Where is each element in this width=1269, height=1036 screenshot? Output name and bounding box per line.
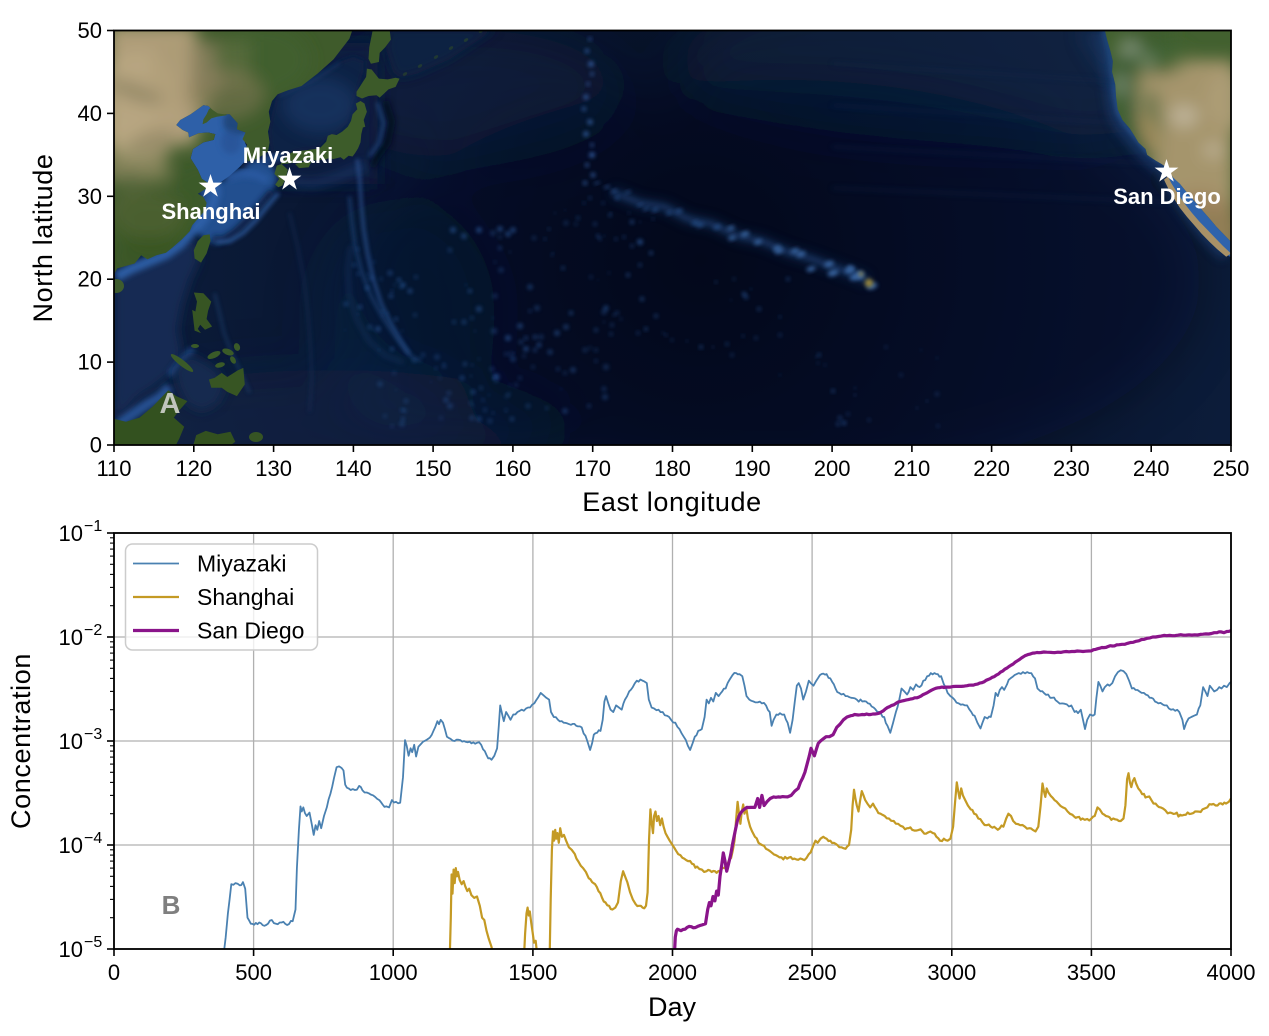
svg-text:0: 0 <box>90 433 102 458</box>
svg-text:180: 180 <box>654 456 691 481</box>
svg-text:Shanghai: Shanghai <box>161 199 260 224</box>
svg-text:−4: −4 <box>84 830 102 847</box>
svg-text:0: 0 <box>108 960 120 985</box>
svg-text:3500: 3500 <box>1067 960 1116 985</box>
svg-text:140: 140 <box>335 456 372 481</box>
svg-text:250: 250 <box>1213 456 1250 481</box>
svg-text:−1: −1 <box>84 518 102 535</box>
svg-text:−3: −3 <box>84 726 102 743</box>
svg-text:150: 150 <box>415 456 452 481</box>
svg-text:120: 120 <box>175 456 212 481</box>
svg-text:2500: 2500 <box>788 960 837 985</box>
svg-text:Day: Day <box>648 992 697 1022</box>
svg-text:10: 10 <box>59 521 83 546</box>
svg-text:240: 240 <box>1133 456 1170 481</box>
svg-text:40: 40 <box>78 101 102 126</box>
svg-text:−2: −2 <box>84 622 102 639</box>
svg-text:10: 10 <box>59 833 83 858</box>
svg-text:East longitude: East longitude <box>582 487 762 517</box>
svg-text:B: B <box>162 890 181 920</box>
svg-text:160: 160 <box>495 456 532 481</box>
svg-text:210: 210 <box>894 456 931 481</box>
svg-text:4000: 4000 <box>1207 960 1256 985</box>
svg-text:1000: 1000 <box>369 960 418 985</box>
svg-text:200: 200 <box>814 456 851 481</box>
svg-text:500: 500 <box>235 960 272 985</box>
svg-text:3000: 3000 <box>927 960 976 985</box>
svg-text:30: 30 <box>78 184 102 209</box>
svg-text:A: A <box>160 388 181 420</box>
svg-text:10: 10 <box>59 625 83 650</box>
svg-text:220: 220 <box>973 456 1010 481</box>
svg-text:North latitude: North latitude <box>28 154 58 323</box>
svg-text:Miyazaki: Miyazaki <box>243 143 334 168</box>
svg-text:1500: 1500 <box>508 960 557 985</box>
svg-text:Miyazaki: Miyazaki <box>197 551 286 577</box>
svg-text:10: 10 <box>78 350 102 375</box>
svg-text:130: 130 <box>255 456 292 481</box>
svg-text:10: 10 <box>59 937 83 962</box>
svg-text:20: 20 <box>78 267 102 292</box>
svg-text:110: 110 <box>96 456 131 481</box>
svg-text:San Diego: San Diego <box>197 618 304 644</box>
svg-text:San Diego: San Diego <box>1113 184 1221 209</box>
svg-text:Shanghai: Shanghai <box>197 584 294 610</box>
svg-text:−5: −5 <box>84 934 102 951</box>
svg-text:230: 230 <box>1053 456 1090 481</box>
svg-text:Concentration: Concentration <box>6 653 36 829</box>
svg-text:50: 50 <box>78 18 102 43</box>
svg-text:10: 10 <box>59 729 83 754</box>
svg-text:2000: 2000 <box>648 960 697 985</box>
svg-text:170: 170 <box>574 456 611 481</box>
svg-text:190: 190 <box>734 456 771 481</box>
